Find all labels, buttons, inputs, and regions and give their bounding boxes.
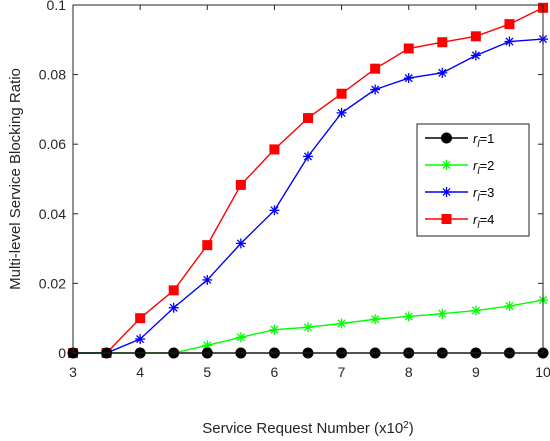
data-point-marker [202, 240, 213, 251]
x-tick-label: 8 [405, 364, 413, 380]
legend: rl=1 rl=2 rl=3 rl=4 [416, 123, 530, 237]
legend-label: rl=2 [473, 158, 494, 177]
legend-marker [441, 187, 452, 197]
y-tick-label: 0.02 [39, 275, 66, 291]
data-point-marker [470, 50, 481, 61]
legend-marker [441, 132, 452, 144]
legend-marker [441, 214, 452, 224]
data-point-marker [504, 301, 515, 312]
data-point-marker [135, 313, 146, 324]
x-tick-label: 7 [338, 364, 346, 380]
data-point-marker [269, 144, 280, 155]
data-point-marker [470, 31, 481, 42]
y-tick-label: 0.1 [47, 0, 67, 13]
legend-label: rl=3 [473, 185, 494, 204]
plot-frame [72, 4, 544, 354]
legend-label: rl=4 [473, 212, 494, 231]
data-point-marker [336, 318, 347, 329]
data-point-marker [403, 311, 414, 322]
data-point-marker [202, 274, 213, 285]
data-point-marker [370, 84, 381, 95]
data-point-marker [235, 238, 246, 249]
data-point-marker [504, 36, 515, 47]
legend-entry: rl=3 [425, 185, 494, 204]
legend-label: rl=1 [473, 131, 494, 150]
data-point-marker [403, 73, 414, 84]
data-point-marker [269, 324, 280, 335]
data-point-marker [504, 19, 515, 30]
data-point-marker [135, 334, 146, 345]
legend-marker [441, 160, 452, 170]
legend-entry: rl=2 [425, 158, 494, 177]
y-axis-label: Multi-level Service Blocking Ratio [7, 68, 24, 290]
data-point-marker [235, 332, 246, 343]
y-tick-label: 0.06 [39, 136, 66, 152]
x-axis-label: Service Request Number (x102) [202, 420, 413, 438]
x-tick-label: 3 [69, 364, 77, 380]
data-point-marker [437, 308, 448, 319]
data-point-marker [370, 63, 381, 74]
y-tick-label: 0 [58, 345, 66, 361]
data-point-marker [336, 107, 347, 118]
data-point-marker [168, 285, 179, 296]
data-point-marker [168, 302, 179, 313]
x-tick-label: 4 [136, 364, 144, 380]
data-point-marker [370, 314, 381, 325]
legend-entry: rl=1 [425, 131, 494, 150]
data-point-marker [470, 305, 481, 316]
data-point-marker [336, 88, 347, 99]
y-tick-label: 0.08 [39, 67, 66, 83]
data-point-marker [269, 205, 280, 216]
x-tick-label: 10 [535, 364, 550, 380]
data-point-marker [437, 37, 448, 48]
data-point-marker [403, 43, 414, 54]
x-tick-label: 9 [472, 364, 480, 380]
x-tick-label: 5 [203, 364, 211, 380]
data-point-marker [303, 151, 313, 162]
legend-box [416, 123, 530, 237]
y-tick-label: 0.04 [39, 206, 66, 222]
legend-entry: rl=4 [425, 212, 494, 231]
data-point-marker [303, 113, 313, 124]
data-point-marker [303, 322, 313, 333]
y-axis-ticks: 0 0.02 0.04 0.06 0.08 0.1 [39, 0, 543, 361]
data-point-marker [235, 179, 246, 190]
data-point-marker [437, 67, 448, 78]
x-tick-label: 6 [271, 364, 279, 380]
